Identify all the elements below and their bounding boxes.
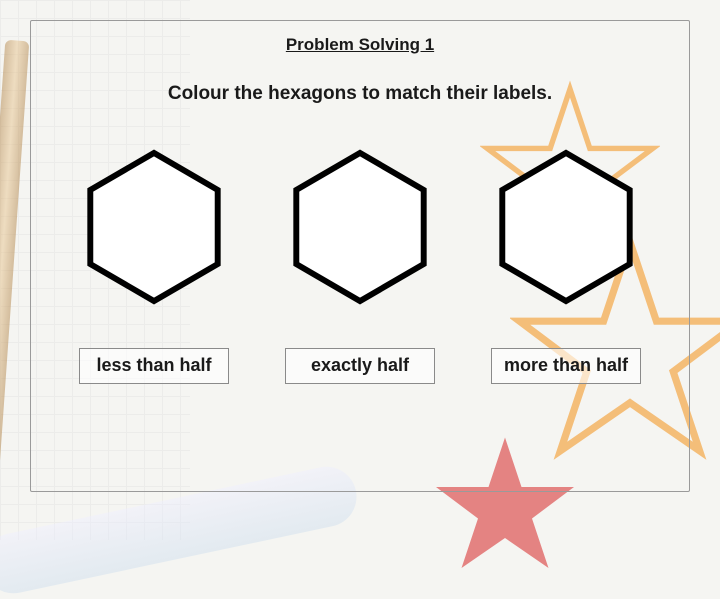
hexagon-label: more than half [491,348,641,384]
hexagon-shape [275,147,445,307]
hexagon-row [31,147,689,312]
instruction-text: Colour the hexagons to match their label… [31,83,689,105]
hexagon-item [270,147,450,312]
page-title: Problem Solving 1 [31,21,689,55]
hexagon-label: less than half [79,348,229,384]
content-card: Problem Solving 1 Colour the hexagons to… [30,20,690,492]
hexagon-item [476,147,656,312]
hexagon-shape [69,147,239,307]
hexagon-shape [481,147,651,307]
labels-row: less than half exactly half more than ha… [31,348,689,384]
hexagon-label: exactly half [285,348,435,384]
hexagon-item [64,147,244,312]
